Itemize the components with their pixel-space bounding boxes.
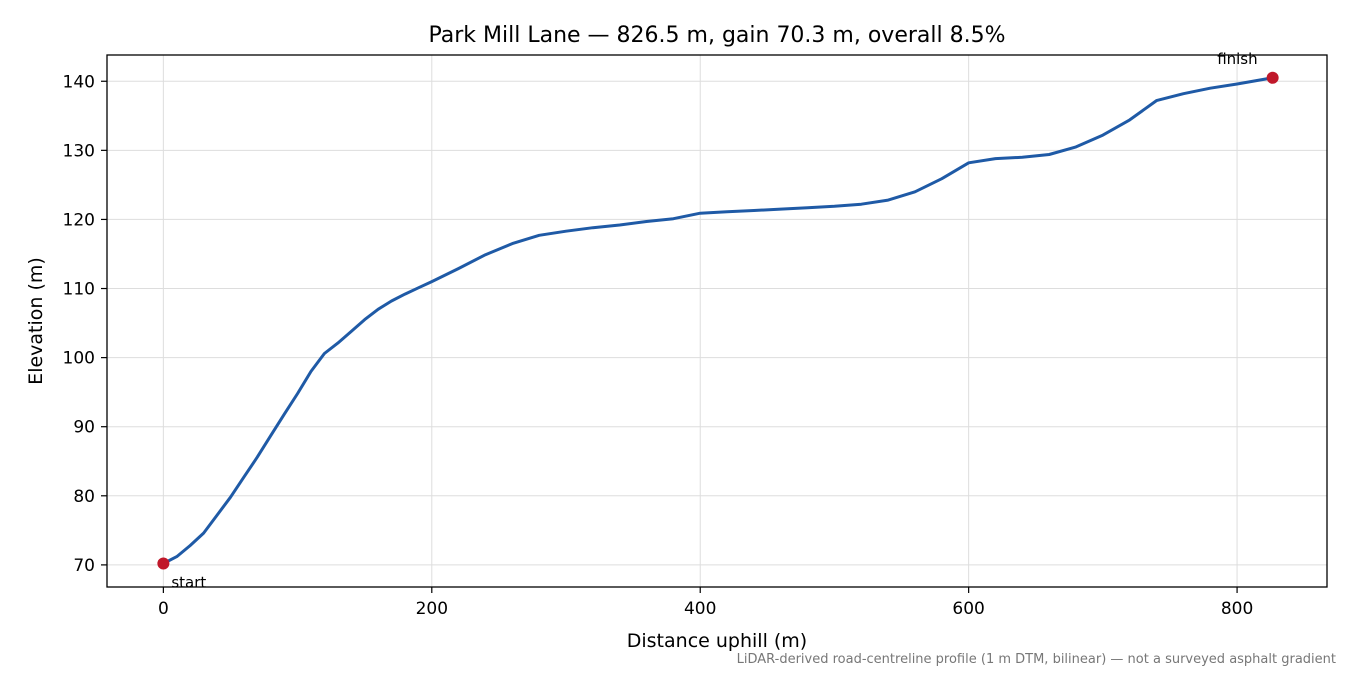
x-tick-label: 200 (416, 599, 448, 619)
axes-frame (106, 54, 1328, 588)
chart-title: Park Mill Lane — 826.5 m, gain 70.3 m, o… (429, 23, 1006, 48)
x-tick-label: 0 (158, 599, 169, 619)
finish-marker (1266, 71, 1279, 84)
y-tick-label: 120 (63, 210, 95, 230)
y-axis-label: Elevation (m) (25, 257, 47, 385)
y-axis-ticks: 70 80 90 100 110 120 130 140 (63, 72, 107, 576)
y-tick-label: 100 (63, 349, 95, 369)
x-tick-label: 600 (952, 599, 984, 619)
x-tick-label: 800 (1221, 599, 1253, 619)
y-tick-label: 80 (73, 487, 95, 507)
finish-annotation: finish (1217, 50, 1257, 68)
y-tick-label: 140 (63, 72, 95, 92)
chart-footnote: LiDAR-derived road-centreline profile (1… (736, 652, 1336, 667)
y-tick-label: 110 (63, 280, 95, 300)
grid (107, 55, 1327, 587)
start-marker (157, 557, 170, 570)
series-line-elevation (161, 76, 1275, 565)
x-tick-label: 400 (684, 599, 716, 619)
y-tick-label: 90 (73, 418, 95, 438)
y-tick-label: 130 (63, 141, 95, 161)
y-tick-label: 70 (73, 556, 95, 576)
x-axis-ticks: 0 200 400 600 800 (158, 587, 1253, 619)
x-axis-label: Distance uphill (m) (627, 630, 807, 652)
start-annotation: start (171, 574, 206, 592)
